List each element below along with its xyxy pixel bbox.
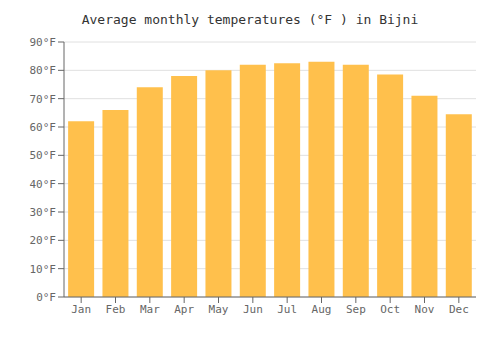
svg-text:Sep: Sep — [346, 303, 366, 316]
svg-text:Feb: Feb — [106, 303, 126, 316]
svg-text:Aug: Aug — [312, 303, 332, 316]
svg-text:Jun: Jun — [243, 303, 263, 316]
svg-text:Apr: Apr — [174, 303, 194, 316]
svg-text:Jan: Jan — [71, 303, 91, 316]
svg-text:Nov: Nov — [415, 303, 435, 316]
svg-text:40°F: 40°F — [30, 178, 57, 191]
html-text:Average monthly temperatures (: Average monthly temperatures (°F ) in Bi… — [81, 12, 419, 27]
svg-text:Mar: Mar — [140, 303, 160, 316]
svg-text:50°F: 50°F — [30, 149, 57, 162]
svg-text:May: May — [209, 303, 229, 316]
svg-text:80°F: 80°F — [30, 64, 57, 77]
svg-text:Oct: Oct — [380, 303, 400, 316]
svg-text:Dec: Dec — [449, 303, 469, 316]
svg-text:Jul: Jul — [277, 303, 297, 316]
svg-text:20°F: 20°F — [30, 234, 57, 247]
svg-text:30°F: 30°F — [30, 206, 57, 219]
svg-text:10°F: 10°F — [30, 263, 57, 276]
svg-text:60°F: 60°F — [30, 121, 57, 134]
svg-text:90°F: 90°F — [30, 36, 57, 49]
svg-text:70°F: 70°F — [30, 93, 57, 106]
svg-text:0°F: 0°F — [36, 291, 56, 304]
